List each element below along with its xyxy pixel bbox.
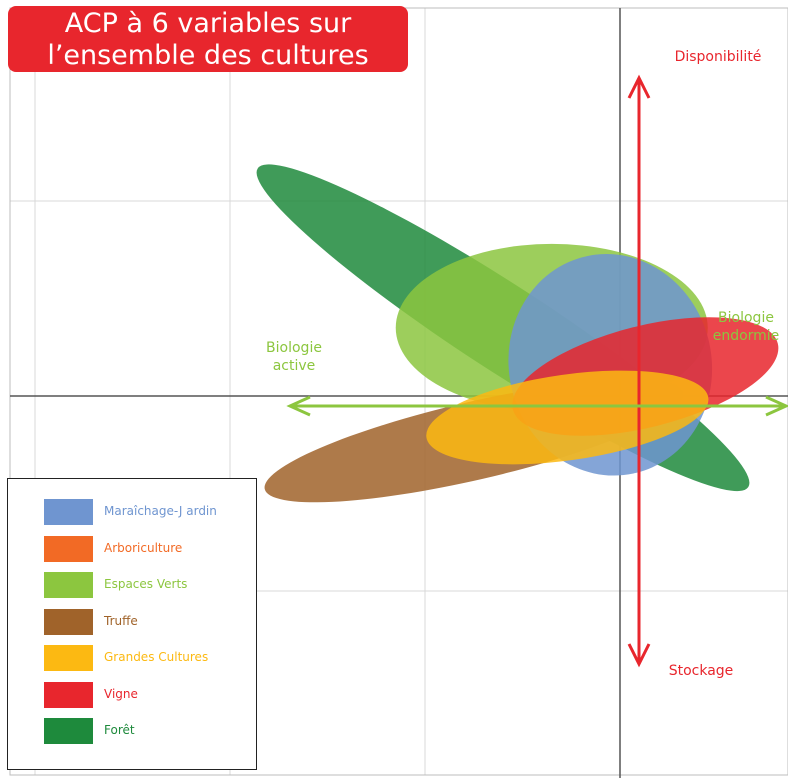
legend-swatch <box>44 499 93 525</box>
legend: Maraîchage-J ardin Arboriculture Espaces V… <box>7 478 257 770</box>
legend-swatch <box>44 608 93 635</box>
legend-item-arboriculture: Arboriculture <box>8 535 256 562</box>
vertical-bottom-label: Stockage <box>669 663 734 679</box>
legend-label: Maraîchage-J ardin <box>104 504 217 518</box>
vertical-arrow-head-top <box>627 74 651 99</box>
horizontal-arrow-head-right <box>765 395 788 417</box>
legend-label: Arboriculture <box>104 540 183 555</box>
horizontal-arrow-head-left <box>286 395 311 417</box>
legend-item-espaces-verts: Espaces Verts <box>8 572 256 598</box>
vertical-arrow-head-bottom <box>627 643 651 668</box>
legend-swatch <box>44 645 93 671</box>
legend-swatch <box>44 572 93 598</box>
legend-swatch <box>44 535 93 562</box>
legend-label: Vigne <box>104 686 138 701</box>
legend-label: Grandes Cultures <box>104 650 209 664</box>
vertical-top-label: Disponibilité <box>675 49 762 65</box>
legend-item-maraichage-j-ardin: Maraîchage-J ardin <box>8 499 256 525</box>
legend-swatch <box>44 718 93 744</box>
chart-title: ACP à 6 variables sur l’ensemble des cul… <box>8 6 408 72</box>
legend-swatch <box>44 681 93 708</box>
legend-item-foret: Forêt <box>8 718 256 744</box>
legend-item-truffe: Truffe <box>8 608 256 635</box>
axis-annotations: Disponibilité Stockage Biologie active Bi… <box>266 49 779 679</box>
horizontal-right-label: Biologie endormie <box>713 310 780 344</box>
legend-item-vigne: Vigne <box>8 681 256 708</box>
horizontal-left-label: Biologie active <box>266 340 322 374</box>
arrow-layer <box>286 74 788 668</box>
legend-label: Truffe <box>104 613 138 628</box>
legend-item-grandes-cultures: Grandes Cultures <box>8 645 256 671</box>
legend-label: Forêt <box>104 723 135 737</box>
legend-label: Espaces Verts <box>104 577 188 591</box>
